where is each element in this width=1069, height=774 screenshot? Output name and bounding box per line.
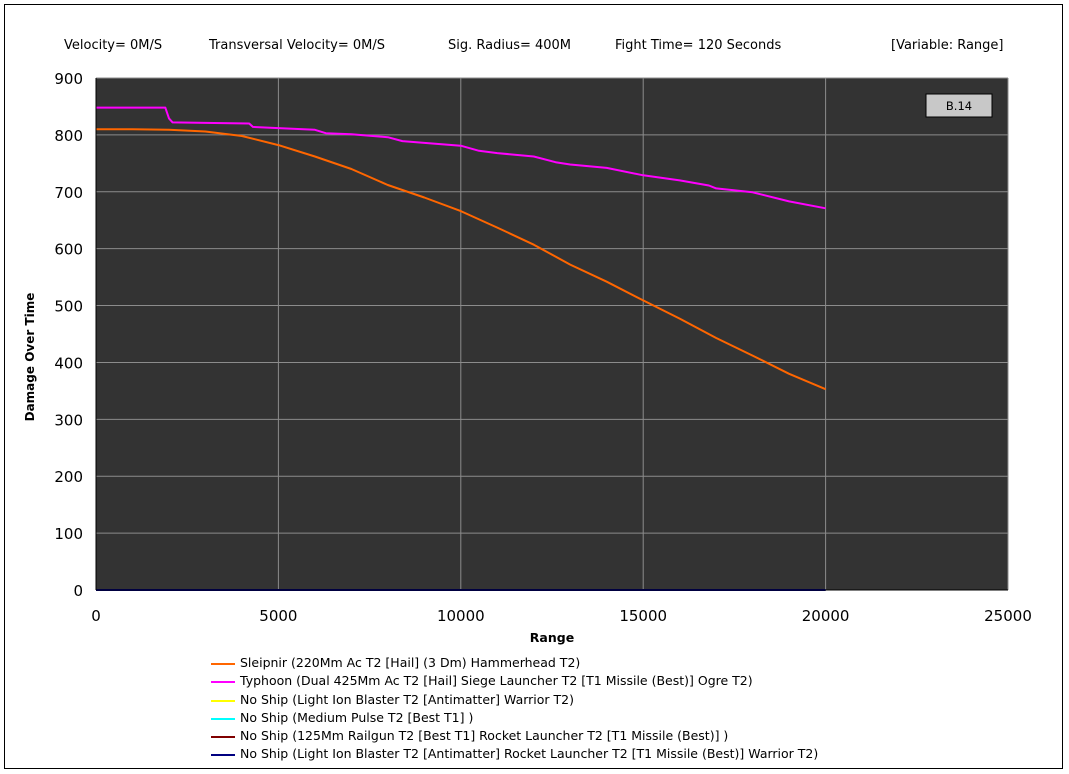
sig-radius-label: Sig. Radius= 400M: [448, 38, 572, 53]
y-tick-label: 100: [54, 525, 83, 543]
legend-swatch: [211, 699, 235, 702]
x-tick-label: 0: [91, 607, 101, 625]
legend-swatch: [211, 754, 235, 757]
fight-time-label: Fight Time= 120 Seconds: [615, 38, 782, 53]
x-tick-label: 5000: [259, 607, 297, 625]
legend-swatch: [211, 717, 235, 720]
series-line-1: [96, 128, 826, 391]
y-tick-label: 300: [54, 411, 83, 429]
x-tick-labels: 0 5000 10000 15000 20000 25000: [91, 607, 1032, 625]
y-axis-title: Damage Over Time: [23, 293, 37, 422]
legend-label: No Ship (Light Ion Blaster T2 [Antimatte…: [240, 691, 574, 707]
grid-lines: [96, 77, 1009, 590]
legend-label: Typhoon (Dual 425Mm Ac T2 [Hail] Siege L…: [240, 673, 753, 689]
legend-swatch: [211, 663, 235, 665]
y-tick-label: 0: [73, 582, 83, 600]
x-tick-label: 10000: [437, 607, 485, 625]
y-tick-label: 600: [54, 241, 83, 259]
chart-badge: B.14: [925, 93, 993, 118]
variable-label: [Variable: Range]: [891, 38, 1004, 53]
plot-area: [96, 78, 1008, 590]
transversal-velocity-label: Transversal Velocity= 0M/S: [209, 38, 386, 53]
y-tick-label: 200: [54, 468, 83, 486]
y-tick-label: 800: [54, 127, 83, 145]
y-tick-label: 700: [54, 184, 83, 202]
velocity-label: Velocity= 0M/S: [64, 38, 163, 53]
y-tick-label: 400: [54, 354, 83, 372]
y-tick-labels: 0 100 200 300 400 500 600 700 800 900: [54, 70, 83, 600]
series-line-2: [96, 106, 826, 210]
legend-label: No Ship (125Mm Railgun T2 [Best T1] Rock…: [240, 728, 729, 744]
y-tick-label: 900: [54, 70, 83, 88]
legend-label: Sleipnir (220Mm Ac T2 [Hail] (3 Dm) Hamm…: [240, 655, 581, 670]
legend-swatch: [211, 736, 235, 739]
x-tick-label: 25000: [984, 607, 1032, 625]
x-tick-label: 20000: [802, 607, 850, 625]
chart-badge-label: B.14: [946, 99, 972, 113]
legend-label: No Ship (Light Ion Blaster T2 [Antimatte…: [240, 746, 819, 762]
y-tick-label: 500: [54, 298, 83, 316]
x-axis-title: Range: [530, 630, 574, 645]
legend-label: No Ship (Medium Pulse T2 [Best T1] ): [240, 709, 474, 725]
legend-swatch: [211, 681, 235, 684]
x-tick-label: 15000: [619, 607, 667, 625]
